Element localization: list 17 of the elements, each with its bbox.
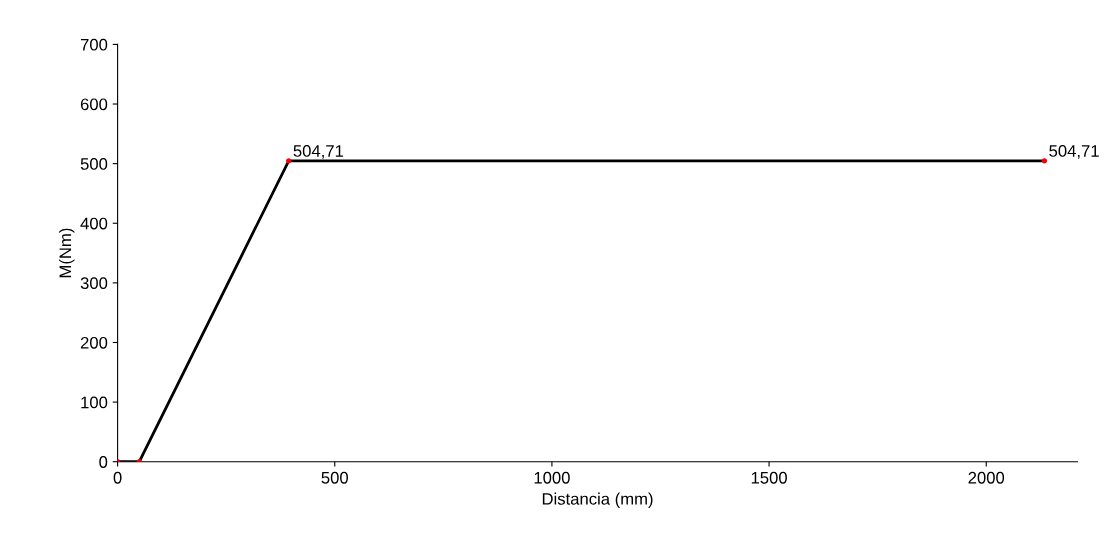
x-tick-label: 500 [321, 471, 349, 484]
y-tick-label: 700 [80, 38, 108, 51]
y-tick-label: 400 [80, 217, 108, 230]
data-label: 504,71 [293, 145, 344, 159]
y-tick-label: 0 [99, 456, 108, 468]
y-tick-label: 600 [80, 98, 108, 111]
x-tick-label: 2000 [968, 471, 1005, 484]
y-tick-label: 100 [81, 396, 108, 409]
y-tick-label: 500 [80, 158, 108, 170]
x-tick-label: 0 [113, 471, 122, 484]
x-axis-title: Distancia (mm) [542, 492, 653, 509]
y-tick-label: 300 [80, 277, 108, 290]
y-axis-title: M(Nm) [58, 228, 75, 278]
x-tick-label: 1500 [751, 471, 787, 484]
x-tick-label: 1000 [534, 471, 570, 484]
data-label: 504,71 [1049, 145, 1099, 159]
y-tick-label: 200 [80, 336, 108, 349]
